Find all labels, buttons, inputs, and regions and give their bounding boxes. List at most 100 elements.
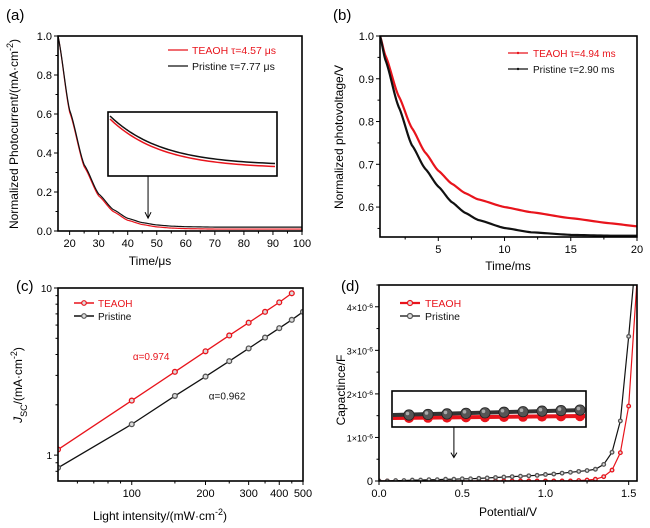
- y-tick-label: 0.7: [359, 159, 374, 171]
- y-axis-label-part: /(mA·cm: [11, 359, 25, 404]
- x-tick-label: 400: [270, 488, 288, 500]
- y-tick-label: 0.0: [37, 226, 52, 238]
- data-point-pristine: [288, 316, 295, 323]
- x-tick-label: 5: [435, 244, 441, 256]
- data-point-pristine: [226, 358, 233, 365]
- y-tick-label-part: -6: [367, 302, 373, 309]
- x-tick-label: 200: [196, 488, 214, 500]
- y-tick-label: 0: [367, 476, 373, 488]
- data-point-pristine: [501, 474, 507, 480]
- panel-label: (b): [333, 7, 351, 24]
- data-point-pristine: [245, 345, 252, 352]
- y-axis-label: JSC/(mA·cm-2): [9, 347, 29, 424]
- panel-a-photocurrent-decay: (a) 20 30 40 50 60 70 80 90 100 0.0 0.2 0.4 0.6 0.8 1.0…: [5, 7, 311, 268]
- data-point-pristine: [451, 476, 457, 481]
- inset-marker-pristine: [498, 406, 510, 418]
- data-point-pristine: [526, 473, 532, 479]
- data-point-pristine: [534, 472, 540, 478]
- y-tick-label: 0.2: [37, 187, 52, 199]
- legend-label: Pristine τ=7.77 μs: [192, 61, 275, 73]
- x-tick-label: 50: [151, 238, 163, 250]
- y-tick-label-part: 4×10: [347, 303, 367, 313]
- y-tick-label: 1: [46, 451, 52, 462]
- data-point-teaoh: [635, 279, 639, 283]
- y-tick-label: 1.0: [37, 31, 52, 43]
- panel-label: (a): [6, 7, 24, 24]
- y-tick-label: 4×10-6: [347, 302, 374, 313]
- y-tick-label: 2×10-6: [347, 389, 374, 400]
- y-tick-label-part: 3×10: [347, 346, 367, 356]
- legend-marker: [81, 300, 87, 306]
- inset-frame: [107, 111, 278, 177]
- y-tick-label: 1×10-6: [347, 433, 374, 444]
- y-axis-label-part: Normalized Photocurrent/(mA·cm: [7, 51, 21, 229]
- y-tick-label: 0.6: [37, 109, 52, 121]
- data-point-pristine: [128, 421, 135, 428]
- y-axis-label-part: SC: [19, 404, 29, 417]
- x-tick-label: 15: [565, 244, 577, 256]
- x-tick-label: 300: [239, 488, 257, 500]
- data-point-teaoh: [609, 467, 615, 473]
- inset-marker-pristine: [536, 405, 548, 417]
- data-point-teaoh: [226, 332, 233, 339]
- x-tick-label: 70: [209, 238, 221, 250]
- inset-marker-highlight: [576, 406, 581, 411]
- y-tick-label: 0.8: [37, 70, 52, 82]
- data-point-teaoh: [128, 397, 135, 404]
- data-point-teaoh: [601, 474, 607, 480]
- x-tick-label: 100: [293, 238, 311, 250]
- inset-arrow-head: [450, 452, 458, 459]
- series-line-pristine: [58, 311, 303, 469]
- data-point-pristine: [518, 473, 523, 479]
- inset-marker-pristine: [555, 404, 567, 417]
- series-group: [380, 36, 637, 237]
- slope-annotation: α=0.974: [133, 352, 170, 363]
- legend-label: TEAOH τ=4.57 μs: [192, 45, 276, 57]
- legend-label: TEAOH: [425, 298, 461, 310]
- data-point-pristine: [543, 472, 548, 477]
- x-tick-label: 10: [498, 244, 510, 256]
- series-line-pristine: [380, 36, 637, 237]
- legend-label: Pristine: [425, 311, 460, 323]
- y-tick-label-part: -6: [367, 346, 373, 353]
- inset-arrow-head: [144, 211, 152, 220]
- slope-annotation: α=0.962: [209, 392, 246, 403]
- legend-marker: [81, 313, 87, 319]
- inset-marker-highlight: [557, 407, 562, 411]
- data-point-pristine: [202, 373, 209, 380]
- y-tick-label: 0.8: [359, 117, 374, 129]
- plot-frame: [379, 35, 638, 238]
- inset-marker-highlight: [443, 410, 448, 415]
- y-tick-label: 10: [41, 284, 53, 295]
- y-tick-label-part: -6: [367, 433, 373, 440]
- inset-marker-pristine: [574, 404, 586, 416]
- series-line-pristine: [58, 36, 302, 228]
- x-tick-label: 90: [267, 238, 279, 250]
- data-point-pristine: [567, 469, 573, 475]
- y-axis-label: Normalized photovoltage/V: [332, 65, 346, 209]
- x-axis-label: Time/μs: [129, 254, 171, 268]
- data-point-pristine: [509, 474, 515, 480]
- legend-label: TEAOH: [98, 299, 132, 310]
- data-point-pristine: [576, 468, 582, 474]
- y-tick-label: 0.6: [359, 202, 374, 214]
- panel-b-photovoltage-decay: (b) 5 10 15 20 0.6 0.7 0.8 0.9 1.0 Time/ms Normaliz…: [332, 7, 643, 273]
- panel-d-capacitance-vs-potential: (d)0.0 0.5 1.0 1.501×10-62×10-63×10-64×10-6…: [334, 278, 639, 519]
- inset-marker-highlight: [538, 407, 543, 412]
- inset-marker-highlight: [462, 410, 467, 414]
- x-tick-label: 0.0: [371, 488, 386, 500]
- y-axis-label-part: J: [11, 416, 25, 424]
- data-point-teaoh: [288, 290, 295, 297]
- y-axis-label: Capactince/F: [334, 355, 348, 426]
- data-point-teaoh: [245, 319, 252, 326]
- inset-marker-pristine: [403, 409, 415, 421]
- y-tick-label-part: -6: [367, 389, 373, 396]
- data-point-pristine: [443, 476, 449, 481]
- series-line-teaoh: [379, 285, 637, 481]
- x-tick-label: 40: [122, 238, 134, 250]
- x-tick-label: 30: [93, 238, 105, 250]
- plot-frame: [378, 284, 638, 482]
- inset-marker-highlight: [500, 408, 505, 413]
- y-axis-label: Normalized Photocurrent/(mA·cm-2): [5, 39, 21, 229]
- panel-label: (d): [341, 278, 359, 295]
